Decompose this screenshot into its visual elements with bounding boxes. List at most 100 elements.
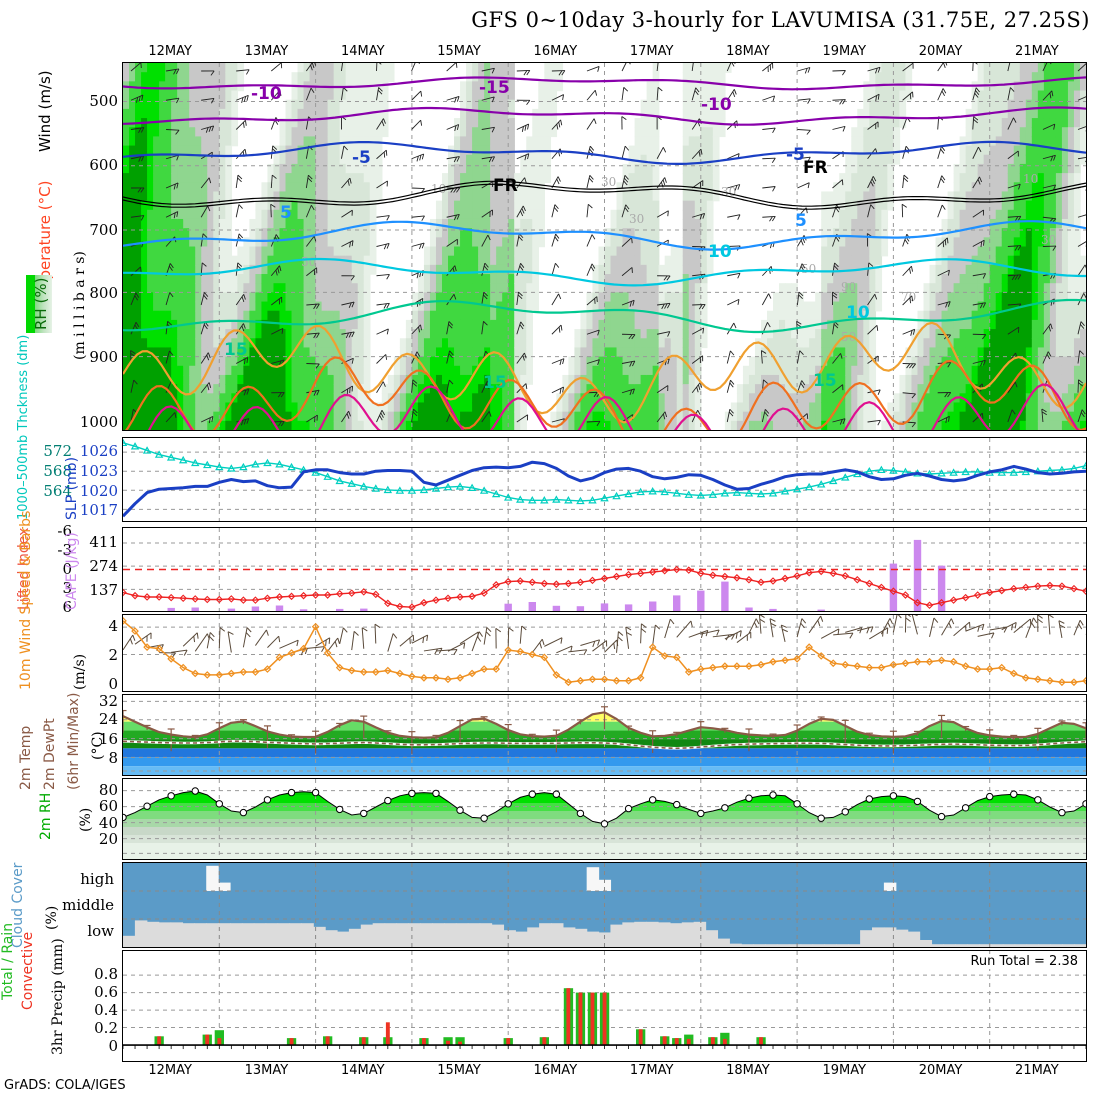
panel-wind10m <box>122 614 1087 692</box>
cape-plot <box>123 528 1086 611</box>
precip-plot <box>123 951 1086 1061</box>
date-label-18may: 18MAY <box>726 1063 770 1078</box>
cloud-row-high: high <box>80 869 114 888</box>
wind10m-label-main: 10m Wind Speed & Barbs <box>18 510 34 690</box>
y-tick-label: 500 <box>89 91 118 110</box>
svg-text:90: 90 <box>841 280 856 294</box>
y-tick-label: 60 <box>98 797 118 816</box>
y-tick-label: 2 <box>108 645 118 664</box>
y-tick-label: 4 <box>108 617 118 636</box>
y-tick-label: -6 <box>57 521 72 540</box>
precip-label-convective: Convective <box>20 931 36 1010</box>
thickness-yticks: 572 568 564 <box>38 437 72 522</box>
y-tick-label: 0 <box>108 675 118 694</box>
cloud-row-low: low <box>87 922 114 941</box>
panel-cloud-cover <box>122 862 1087 948</box>
svg-text:30: 30 <box>601 175 616 189</box>
panel-vertical-profile: 10 30 30 10 30 30 50 50 50 90 70 -10 -15 -10 -5 -5 5 5 10 1… <box>122 62 1087 431</box>
cape-yticks: 411 274 137 <box>84 527 118 612</box>
y-tick-label: 568 <box>43 462 72 480</box>
date-label-20may: 20MAY <box>918 44 963 59</box>
y-tick-label: 0.4 <box>94 1000 118 1019</box>
profile-label-rh: RH (%) <box>32 277 50 330</box>
y-tick-label: 800 <box>89 283 118 302</box>
y-tick-label: 1017 <box>79 501 118 520</box>
date-label-14may: 14MAY <box>340 44 385 59</box>
credit-label: GrADS: COLA/IGES <box>4 1078 126 1093</box>
date-label-19may: 19MAY <box>822 1063 867 1078</box>
cape-label-cape: CAPE (J/kg) <box>64 532 80 610</box>
temp2m-label-dewpt: 2m DewPt <box>42 718 58 790</box>
y-tick-label: 137 <box>89 580 118 599</box>
svg-text:30: 30 <box>629 212 644 226</box>
profile-plot: 10 30 30 10 30 30 50 50 50 90 70 -10 -15 -10 -5 -5 5 5 10 1… <box>123 63 1086 430</box>
y-tick-label: 40 <box>98 813 118 832</box>
y-tick-label: 572 <box>43 442 72 461</box>
y-tick-label: 0.2 <box>94 1018 118 1037</box>
rh2m-label-main: 2m RH <box>38 792 54 840</box>
y-tick-label: 0.6 <box>94 983 118 1001</box>
y-tick-label: 1000 <box>79 412 118 431</box>
date-label-13may: 13MAY <box>244 1063 289 1078</box>
rh-colorbar-swatch <box>26 275 52 333</box>
date-label-12may: 12MAY <box>148 1063 192 1078</box>
rh2m-plot <box>123 779 1086 859</box>
cloud-row-labels: high middle low <box>60 862 118 948</box>
panel-slp-thickness <box>122 437 1087 522</box>
li-yticks: -6 -3 0 3 6 <box>38 522 72 616</box>
date-label-21may: 21MAY <box>1015 44 1059 59</box>
y-tick-label: -3 <box>57 540 72 559</box>
y-tick-label: 24 <box>98 710 118 729</box>
profile-label-wind: Wind (m/s) <box>36 70 54 152</box>
date-label-13may: 13MAY <box>244 44 289 59</box>
svg-text:50: 50 <box>301 255 316 269</box>
slp-yticks: 1026 1023 1020 1017 <box>80 437 118 522</box>
precip-label-total: Total / Rain <box>0 922 16 1000</box>
temp2m-label-temp: 2m Temp <box>18 725 34 790</box>
y-tick-label: 8 <box>108 748 118 767</box>
slp-label-thickness: 1000–500mb Thckness (dm) <box>16 334 31 520</box>
slp-plot <box>123 438 1086 521</box>
wind10m-plot <box>123 615 1086 691</box>
svg-text:30: 30 <box>1041 233 1056 247</box>
svg-text:50: 50 <box>801 262 816 276</box>
y-tick-label: 1020 <box>79 481 118 500</box>
date-label-19may: 19MAY <box>822 44 867 59</box>
rh2m-label-units: (%) <box>78 807 94 832</box>
wind10m-yticks: 4 2 0 <box>84 614 118 694</box>
slp-label-slp: SLP (mb) <box>64 456 80 520</box>
date-label-15may: 15MAY <box>437 44 481 59</box>
precip-label-axis: 3hr Precip (mm) <box>50 938 66 1055</box>
svg-text:10: 10 <box>1023 172 1038 186</box>
run-total-label: Run Total = 2.38 <box>968 954 1080 969</box>
y-tick-label: 20 <box>98 830 118 849</box>
cloud-plot <box>123 863 1086 947</box>
date-label-21may: 21MAY <box>1015 1063 1059 1078</box>
precip-yticks: 0.8 0.6 0.4 0.2 0 <box>84 950 118 1062</box>
temp2m-label-units: (°C) <box>90 731 106 760</box>
y-tick-label: 0 <box>62 559 72 578</box>
cloud-label-units: (%) <box>44 905 60 930</box>
date-label-18may: 18MAY <box>726 44 770 59</box>
y-tick-label: 0 <box>108 1036 118 1055</box>
top-date-axis: 12MAY 13MAY 14MAY 15MAY 16MAY 17MAY 18MAY 19MAY… <box>122 44 1087 62</box>
bottom-date-axis: 12MAY 13MAY 14MAY 15MAY 16MAY 17MAY 18MAY 19MAY… <box>122 1063 1087 1081</box>
panel-rh2m <box>122 778 1087 860</box>
y-tick-label: 411 <box>89 533 118 552</box>
date-label-17may: 17MAY <box>629 1063 674 1078</box>
date-label-17may: 17MAY <box>629 44 674 59</box>
y-tick-label: 32 <box>98 691 118 710</box>
y-tick-label: 6 <box>62 597 72 616</box>
y-tick-label: 80 <box>98 780 118 799</box>
profile-yticks: 500 600 700 800 900 1000 <box>80 62 118 431</box>
y-tick-label: 16 <box>98 729 118 748</box>
y-tick-label: 274 <box>89 557 118 576</box>
temp2m-label-minmax: (6hr Min/Max) <box>66 692 82 790</box>
y-tick-label: 900 <box>89 348 118 367</box>
date-label-20may: 20MAY <box>918 1063 963 1078</box>
y-tick-label: 1023 <box>79 462 118 480</box>
date-label-12may: 12MAY <box>148 44 192 59</box>
date-label-14may: 14MAY <box>340 1063 385 1078</box>
date-label-15may: 15MAY <box>437 1063 481 1078</box>
cloud-row-middle: middle <box>62 896 114 914</box>
